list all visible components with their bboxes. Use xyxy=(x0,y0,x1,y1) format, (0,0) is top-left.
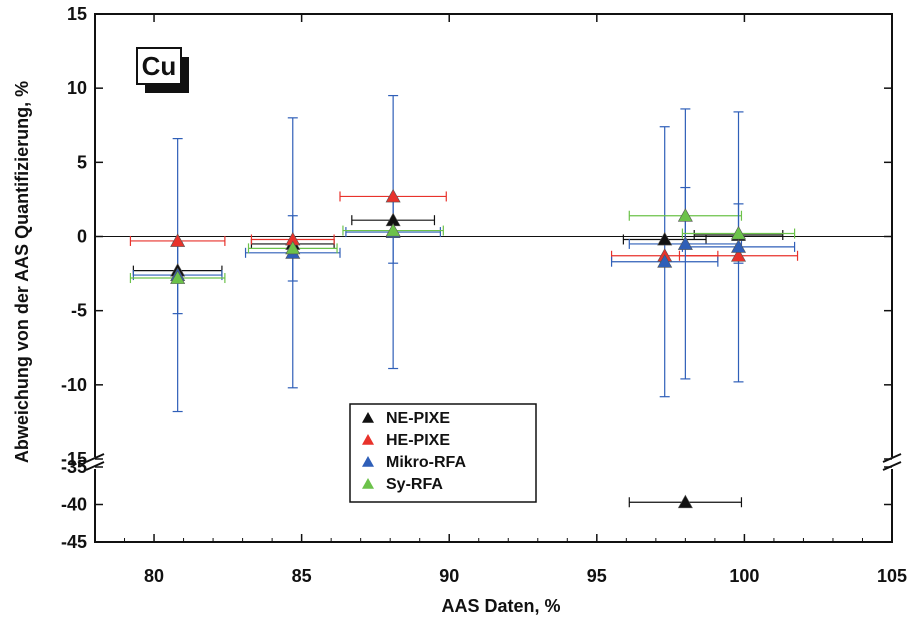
legend-marker xyxy=(362,456,374,467)
legend-marker xyxy=(362,412,374,423)
x-tick-label: 105 xyxy=(877,566,907,586)
axis-break-mark-right xyxy=(882,453,902,463)
marker-sy-rfa xyxy=(677,208,693,222)
element-label: Cu xyxy=(142,51,177,81)
x-tick-label: 85 xyxy=(292,566,312,586)
legend-label: HE-PIXE xyxy=(386,432,450,449)
y-tick-label: 10 xyxy=(67,78,87,98)
legend: NE-PIXE HE-PIXE Mikro-RFA Sy-RFA xyxy=(349,403,537,503)
y-tick-label: -10 xyxy=(61,375,87,395)
marker-sy-rfa xyxy=(385,222,401,237)
y-tick-label: -40 xyxy=(61,495,87,515)
element-label-box: Cu xyxy=(136,47,189,93)
legend-label: NE-PIXE xyxy=(386,410,450,427)
legend-marker xyxy=(362,478,374,489)
x-tick-label: 100 xyxy=(729,566,759,586)
marker-mikro-rfa xyxy=(657,254,673,268)
y-tick-label: -35 xyxy=(61,457,87,477)
y-tick-label: 0 xyxy=(77,227,87,247)
marker-sy-rfa xyxy=(170,270,186,284)
x-tick-label: 95 xyxy=(587,566,607,586)
plot-border xyxy=(94,13,893,543)
legend-marker xyxy=(362,434,374,445)
y-tick-label: -5 xyxy=(71,301,87,321)
legend-label: Sy-RFA xyxy=(386,476,443,493)
x-tick-label: 90 xyxy=(439,566,459,586)
y-tick-label: 15 xyxy=(67,4,87,24)
y-axis-title: Abweichung von der AAS Quantifizierung, … xyxy=(12,81,32,463)
x-tick-label: 80 xyxy=(144,566,164,586)
x-axis-title: AAS Daten, % xyxy=(441,596,560,616)
axis-break-mark-left xyxy=(85,453,105,463)
marker-he-pixe xyxy=(730,248,747,262)
marker-he-pixe xyxy=(385,188,401,203)
y-tick-label: -15 xyxy=(61,449,87,469)
marker-he-pixe xyxy=(170,233,186,247)
y-tick-label: 5 xyxy=(77,152,87,172)
marker-sy-rfa xyxy=(730,225,747,240)
marker-mikro-rfa xyxy=(677,236,693,250)
y-tick-label: -45 xyxy=(61,532,87,552)
marker-ne-pixe xyxy=(657,231,673,246)
marker-mikro-rfa xyxy=(730,239,747,253)
axis-break-mark-left xyxy=(85,461,105,471)
data-markers xyxy=(170,188,747,509)
legend-label: Mikro-RFA xyxy=(386,454,466,471)
axis-break-mark-right xyxy=(882,461,902,471)
marker-sy-rfa xyxy=(285,240,301,255)
plot-frame xyxy=(83,13,904,543)
marker-ne-pixe xyxy=(677,494,693,509)
